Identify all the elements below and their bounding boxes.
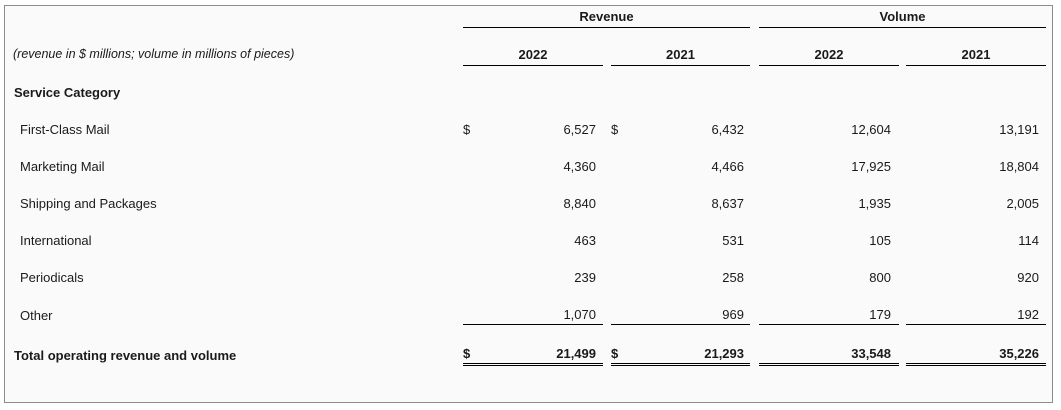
total-volume-2022: 33,548 (851, 346, 891, 361)
table-frame (4, 5, 1053, 403)
subtotal-rule (611, 324, 750, 325)
total-double-rule (463, 363, 603, 366)
cell-volume-2021: 18,804 (999, 159, 1039, 174)
units-note: (revenue in $ millions; volume in millio… (13, 47, 295, 61)
total-double-rule (906, 363, 1046, 366)
row-label: International (20, 233, 92, 248)
volume-group-header: Volume (879, 9, 926, 24)
cell-revenue-2021: 258 (722, 270, 744, 285)
subtotal-rule (759, 324, 899, 325)
cell-volume-2022: 179 (869, 307, 891, 322)
cell-revenue-2022: 8,840 (563, 196, 596, 211)
cell-volume-2021: 2,005 (1006, 196, 1039, 211)
total-revenue-2021: 21,293 (704, 346, 744, 361)
cell-revenue-2022: 239 (574, 270, 596, 285)
cell-revenue-2022: 4,360 (563, 159, 596, 174)
cell-revenue-2022: 463 (574, 233, 596, 248)
col-rule-revenue-2021 (611, 65, 750, 66)
currency-symbol: $ (463, 346, 471, 361)
cell-volume-2021: 114 (1018, 233, 1039, 248)
total-double-rule (759, 363, 899, 366)
cell-volume-2022: 105 (869, 233, 891, 248)
volume-group-rule (759, 27, 1046, 28)
currency-symbol: $ (611, 346, 619, 361)
col-rule-volume-2021 (906, 65, 1046, 66)
col-rule-volume-2022 (759, 65, 899, 66)
subtotal-rule (906, 324, 1046, 325)
revenue-group-header: Revenue (579, 9, 634, 24)
row-label: First-Class Mail (20, 122, 110, 137)
cell-revenue-2021: 969 (722, 307, 744, 322)
cell-volume-2022: 800 (869, 270, 891, 285)
col-header-volume-2022: 2022 (814, 47, 844, 62)
cell-volume-2021: 192 (1017, 307, 1039, 322)
cell-volume-2022: 17,925 (851, 159, 891, 174)
row-label: Shipping and Packages (20, 196, 157, 211)
cell-volume-2021: 13,191 (999, 122, 1039, 137)
row-label: Periodicals (20, 270, 84, 285)
cell-revenue-2022: 1,070 (563, 307, 596, 322)
cell-revenue-2021: 8,637 (711, 196, 744, 211)
cell-revenue-2022: 6,527 (563, 122, 596, 137)
total-double-rule (611, 363, 750, 366)
col-header-revenue-2021: 2021 (666, 47, 695, 62)
row-label: Other (20, 308, 53, 323)
col-header-volume-2021: 2021 (961, 47, 991, 62)
col-header-revenue-2022: 2022 (518, 47, 548, 62)
cell-revenue-2021: 531 (722, 233, 744, 248)
subtotal-rule (463, 324, 603, 325)
row-label: Marketing Mail (20, 159, 105, 174)
total-revenue-2022: 21,499 (556, 346, 596, 361)
cell-volume-2021: 920 (1017, 270, 1039, 285)
total-volume-2021: 35,226 (999, 346, 1039, 361)
currency-symbol: $ (611, 122, 619, 137)
cell-revenue-2021: 4,466 (711, 159, 744, 174)
col-rule-revenue-2022 (463, 65, 603, 66)
cell-revenue-2021: 6,432 (711, 122, 744, 137)
cell-volume-2022: 1,935 (858, 196, 891, 211)
revenue-group-rule (463, 27, 750, 28)
section-label: Service Category (14, 85, 121, 100)
currency-symbol: $ (463, 122, 471, 137)
cell-volume-2022: 12,604 (851, 122, 891, 137)
total-row-label: Total operating revenue and volume (14, 348, 237, 363)
